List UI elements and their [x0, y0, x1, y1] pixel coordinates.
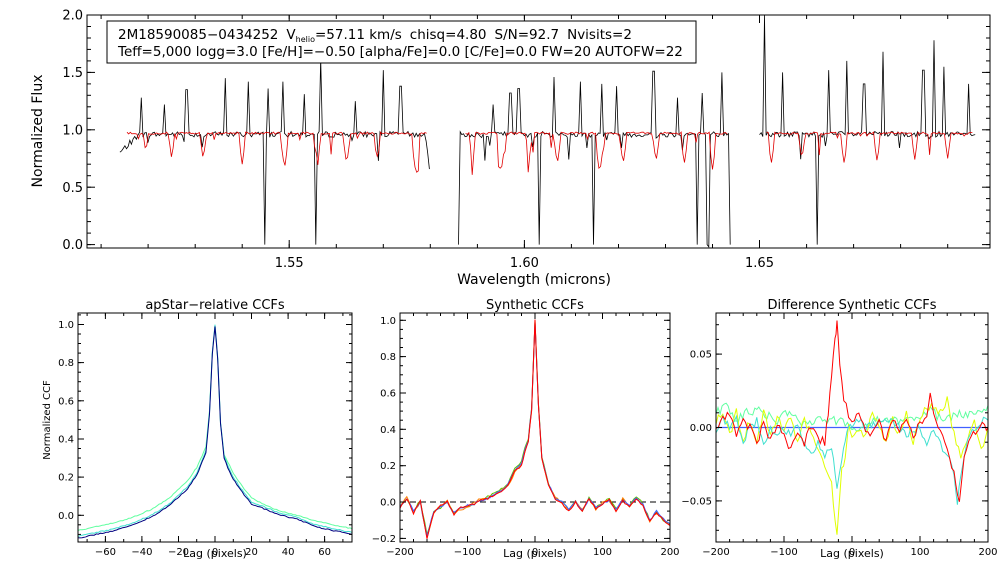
apstar-xlabel: Lag (pixels) — [183, 547, 247, 560]
x-tick-label: 1.55 — [275, 256, 304, 271]
x-tick-label: −100 — [454, 547, 481, 558]
synthetic-xlabel: Lag (pixels) — [503, 547, 567, 560]
model-spectrum-line — [766, 131, 973, 163]
x-tick-label: 200 — [978, 547, 997, 558]
y-tick-label: 0.5 — [62, 181, 83, 196]
y-tick-label: 0.6 — [58, 396, 74, 407]
ccf-series-line — [400, 319, 670, 539]
ccf-series-line — [78, 326, 352, 532]
x-tick-label: 40 — [282, 547, 295, 558]
y-tick-label: 0.4 — [380, 425, 396, 436]
observed-spectrum-line — [458, 70, 731, 248]
y-tick-label: 0.00 — [690, 423, 712, 434]
synthetic-title: Synthetic CCFs — [486, 298, 584, 313]
spectrum-plot-area — [119, 15, 976, 248]
spectrum-panel: 1.55 1.60 1.65 0.0 0.5 1.0 1.5 2.0 2M18590085−0… — [30, 9, 991, 288]
x-tick-label: −20 — [168, 547, 189, 558]
y-tick-label: 2.0 — [62, 9, 83, 24]
x-tick-label: 100 — [593, 547, 612, 558]
y-tick-label: 0.2 — [380, 461, 396, 472]
apstar-title: apStar−relative CCFs — [145, 298, 285, 313]
x-tick-label: 100 — [910, 547, 929, 558]
x-tick-label: 1.65 — [745, 256, 774, 271]
synthetic-ccf-plot-area — [400, 319, 670, 539]
observed-spectrum-line — [759, 15, 976, 245]
ccf-series-line — [716, 402, 988, 432]
difference-title: Difference Synthetic CCFs — [767, 298, 936, 313]
spectrum-ticks: 1.55 1.60 1.65 0.0 0.5 1.0 1.5 2.0 — [62, 9, 990, 271]
y-tick-label: 0.05 — [690, 350, 712, 361]
x-tick-label: −200 — [386, 547, 413, 558]
y-tick-label: 0.6 — [380, 389, 396, 400]
y-tick-label: 1.0 — [62, 123, 83, 138]
synthetic-ccf-panel: −200 −100 0 100 200 −0.2 0.0 0.2 0.4 0.6 0.8 1.0 Sy… — [372, 298, 680, 560]
x-tick-label: −100 — [770, 547, 797, 558]
ccf-series-line — [78, 326, 352, 539]
observed-spectrum-line — [119, 58, 430, 245]
y-tick-label: 1.5 — [62, 66, 83, 81]
model-spectrum-line — [126, 131, 427, 173]
x-tick-label: 20 — [245, 547, 258, 558]
vhelio-subscript: helio — [296, 35, 315, 44]
x-tick-label: 0 — [532, 547, 538, 558]
annotation-line-1: 2M18590085−0434252 Vhelio=57.11 km/s chisq… — [118, 27, 632, 44]
x-tick-label: 200 — [660, 547, 679, 558]
ccf-series-line — [400, 322, 670, 537]
spectrum-annotation-box: 2M18590085−0434252 Vhelio=57.11 km/s chisq… — [106, 20, 697, 64]
x-tick-label: 60 — [318, 547, 331, 558]
star-id: 2M18590085−0434252 — [118, 27, 278, 43]
apstar-ccf-plot-area — [78, 324, 352, 539]
stellar-params: Teff=5,000 logg=3.0 [Fe/H]=−0.50 [alpha/… — [117, 44, 683, 60]
model-spectrum-line — [465, 131, 728, 175]
y-tick-label: 1.0 — [58, 320, 74, 331]
x-tick-label: −40 — [131, 547, 152, 558]
y-tick-label: 0.0 — [380, 498, 396, 509]
y-tick-label: 0.0 — [58, 511, 74, 522]
y-tick-label: 0.4 — [58, 435, 74, 446]
difference-xlabel: Lag (pixels) — [820, 547, 884, 560]
ccf-series-line — [716, 414, 988, 505]
apstar-ccf-panel: −60 −40 −20 0 20 40 60 0.0 0.2 0.4 0.6 0.8 1.0 apSta… — [42, 298, 353, 560]
y-tick-label: 1.0 — [380, 316, 396, 327]
difference-ccf-panel: −200 −100 0 100 200 −0.05 0.00 0.05 Difference … — [681, 298, 997, 560]
vhelio-value: =57.11 km/s — [315, 27, 402, 43]
y-tick-label: −0.2 — [372, 534, 396, 545]
x-tick-label: 0 — [212, 547, 218, 558]
spectrum-ylabel: Normalized Flux — [30, 75, 46, 188]
spectrum-xlabel: Wavelength (microns) — [457, 272, 611, 288]
difference-ticks: −200 −100 0 100 200 −0.05 0.00 0.05 — [681, 313, 998, 558]
ccf-series-line — [716, 320, 988, 502]
y-tick-label: 0.8 — [58, 358, 74, 369]
x-tick-label: 0 — [849, 547, 855, 558]
y-tick-label: 0.8 — [380, 352, 396, 363]
spectrum-axes-frame — [86, 14, 991, 249]
annotation-frame — [106, 20, 697, 64]
x-tick-label: 1.60 — [510, 256, 539, 271]
ccf-series-line — [400, 322, 670, 535]
apstar-ticks: −60 −40 −20 0 20 40 60 0.0 0.2 0.4 0.6 0.8 1.0 — [58, 313, 352, 558]
snr-value: S/N=92.7 — [495, 27, 560, 43]
nvisits-value: Nvisits=2 — [567, 27, 632, 43]
ccf-series-line — [716, 396, 988, 535]
x-tick-label: −200 — [702, 547, 729, 558]
synthetic-ticks: −200 −100 0 100 200 −0.2 0.0 0.2 0.4 0.6 0.8 1.0 — [372, 313, 680, 558]
apstar-ylabel: Normalized CCF — [42, 380, 53, 460]
vhelio-label: V — [286, 27, 296, 43]
y-tick-label: −0.05 — [681, 496, 712, 507]
chisq-value: chisq=4.80 — [410, 27, 487, 43]
y-tick-label: 0.0 — [62, 238, 83, 253]
apstar-axes-frame — [77, 312, 353, 543]
y-tick-label: 0.2 — [58, 473, 74, 484]
difference-ccf-plot-area — [716, 320, 988, 535]
x-tick-label: −60 — [95, 547, 116, 558]
ccf-series-line — [78, 324, 352, 538]
